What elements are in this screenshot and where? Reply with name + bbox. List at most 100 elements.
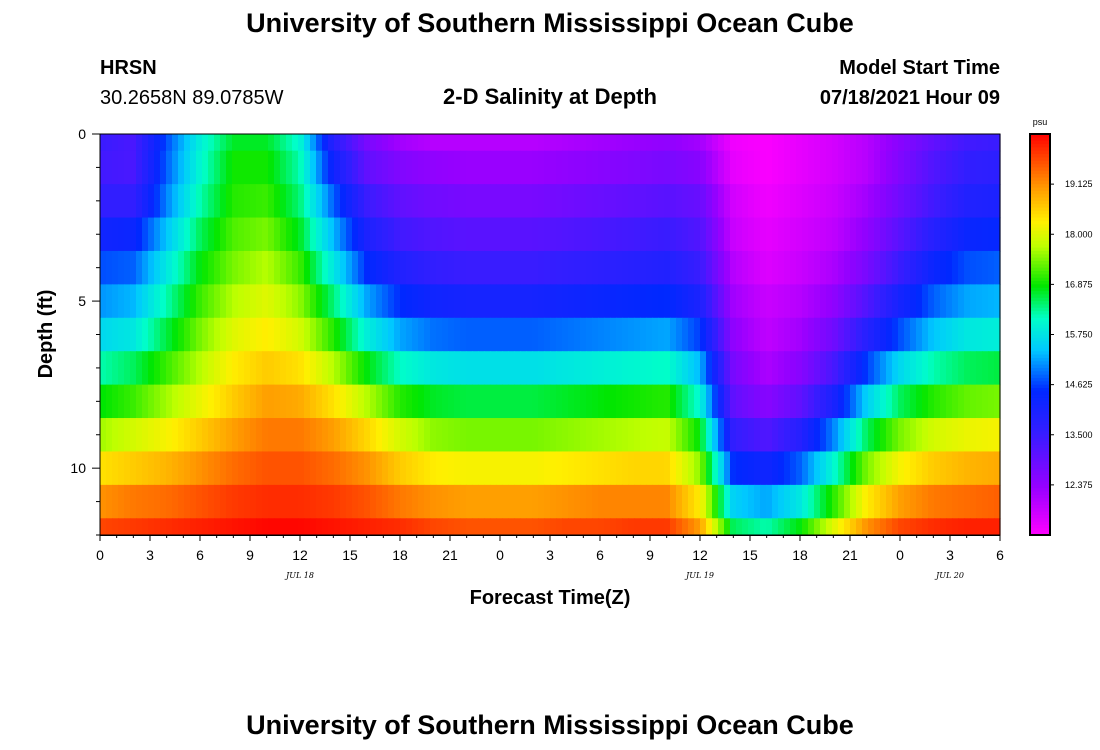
heatmap-cell <box>250 351 257 386</box>
heatmap-cell <box>820 518 827 536</box>
heatmap-cell <box>700 384 707 419</box>
heatmap-cell <box>652 150 659 185</box>
heatmap-cell <box>556 284 563 319</box>
heatmap-cell <box>112 284 119 319</box>
heatmap-cell <box>226 418 233 453</box>
heatmap-cell <box>328 150 335 185</box>
heatmap-cell <box>370 451 377 486</box>
heatmap-cell <box>520 484 527 519</box>
heatmap-cell <box>472 250 479 285</box>
heatmap-cell <box>214 317 221 352</box>
heatmap-cell <box>604 217 611 252</box>
heatmap-cell <box>466 317 473 352</box>
heatmap-cell <box>316 217 323 252</box>
heatmap-cell <box>622 418 629 453</box>
heatmap-cell <box>100 184 107 219</box>
heatmap-cell <box>256 217 263 252</box>
heatmap-cell <box>952 284 959 319</box>
heatmap-cell <box>550 351 557 386</box>
heatmap-cell <box>172 134 179 152</box>
heatmap-cell <box>142 418 149 453</box>
heatmap-cell <box>334 284 341 319</box>
heatmap-cell <box>952 351 959 386</box>
colorbar-segment <box>1030 187 1050 192</box>
heatmap-cell <box>538 518 545 536</box>
heatmap-cell <box>712 418 719 453</box>
x-date-label: JUL 20 <box>934 571 964 580</box>
heatmap-cell <box>694 418 701 453</box>
heatmap-cell <box>880 184 887 219</box>
heatmap-cell <box>664 418 671 453</box>
x-tick-label: 0 <box>896 547 904 563</box>
heatmap-cell <box>406 250 413 285</box>
heatmap-cell <box>748 317 755 352</box>
heatmap-cell <box>334 184 341 219</box>
heatmap-cell <box>898 150 905 185</box>
heatmap-cell <box>508 184 515 219</box>
heatmap-cell <box>274 451 281 486</box>
heatmap-cell <box>466 217 473 252</box>
heatmap-cell <box>388 150 395 185</box>
heatmap-cell <box>994 217 1001 252</box>
heatmap-cell <box>862 150 869 185</box>
heatmap-cell <box>940 150 947 185</box>
heatmap-cell <box>622 217 629 252</box>
heatmap-cell <box>676 518 683 536</box>
colorbar-segment <box>1030 404 1050 409</box>
heatmap-cell <box>898 451 905 486</box>
heatmap-cell <box>940 317 947 352</box>
heatmap-cell <box>352 384 359 419</box>
heatmap-cell <box>550 518 557 536</box>
heatmap-cell <box>232 351 239 386</box>
heatmap-cell <box>226 351 233 386</box>
heatmap-cell <box>202 184 209 219</box>
colorbar-segment <box>1030 518 1050 523</box>
heatmap-cell <box>208 250 215 285</box>
heatmap-cell <box>928 150 935 185</box>
heatmap-cell <box>868 351 875 386</box>
heatmap-cell <box>808 518 815 536</box>
heatmap-cell <box>292 451 299 486</box>
heatmap-cell <box>292 351 299 386</box>
heatmap-cell <box>454 250 461 285</box>
heatmap-cell <box>358 317 365 352</box>
colorbar-segment <box>1030 287 1050 292</box>
heatmap-cell <box>784 384 791 419</box>
heatmap-cell <box>808 250 815 285</box>
heatmap-cell <box>922 518 929 536</box>
heatmap-cell <box>460 150 467 185</box>
y-tick-label: 5 <box>78 293 86 309</box>
heatmap-cell <box>502 150 509 185</box>
heatmap-cell <box>682 250 689 285</box>
heatmap-cell <box>130 184 137 219</box>
heatmap-cell <box>676 317 683 352</box>
heatmap-cell <box>934 184 941 219</box>
heatmap-cell <box>340 150 347 185</box>
heatmap-cell <box>502 418 509 453</box>
heatmap-cell <box>862 451 869 486</box>
colorbar-segment <box>1030 200 1050 205</box>
page-title: University of Southern Mississippi Ocean… <box>246 8 854 38</box>
heatmap-cell <box>154 284 161 319</box>
heatmap-cell <box>868 184 875 219</box>
heatmap-cell <box>922 451 929 486</box>
heatmap-cell <box>718 418 725 453</box>
heatmap-cell <box>154 317 161 352</box>
heatmap-cell <box>208 317 215 352</box>
heatmap-cell <box>904 451 911 486</box>
heatmap-cell <box>628 451 635 486</box>
heatmap-cell <box>820 150 827 185</box>
heatmap-cell <box>736 284 743 319</box>
heatmap-cell <box>190 184 197 219</box>
heatmap-cell <box>994 134 1001 152</box>
heatmap-cell <box>844 518 851 536</box>
colorbar-segment <box>1030 234 1050 239</box>
heatmap-cell <box>928 351 935 386</box>
heatmap-cell <box>124 250 131 285</box>
heatmap-cell <box>346 518 353 536</box>
heatmap-cell <box>796 418 803 453</box>
heatmap-cell <box>388 518 395 536</box>
heatmap-cell <box>130 217 137 252</box>
